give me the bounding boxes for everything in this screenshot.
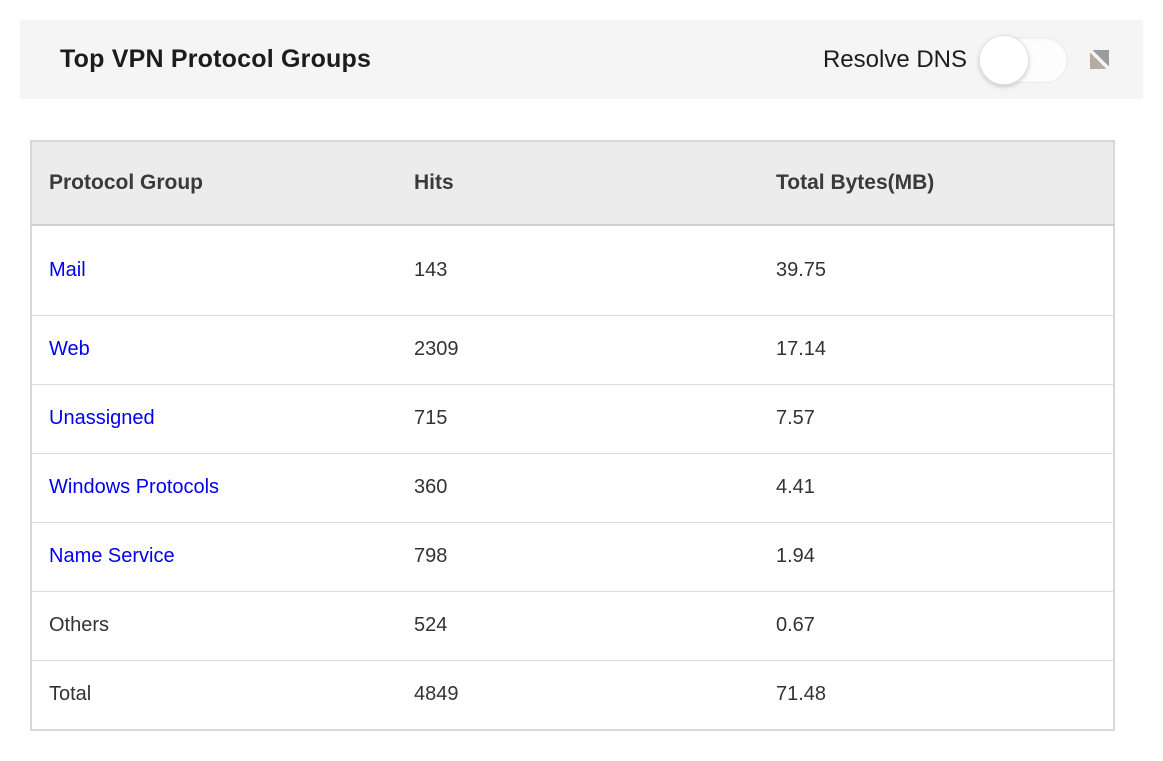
total-label: Total [49, 683, 92, 706]
protocol-group-link[interactable]: Mail [49, 258, 86, 281]
total-bytes-total-value: 71.48 [759, 660, 1114, 730]
hits-value: 360 [397, 453, 759, 523]
title-bar-controls: Resolve DNS [822, 34, 1109, 85]
hits-value: 143 [397, 225, 759, 316]
total-bytes-value: 7.57 [759, 384, 1114, 454]
hits-value: 2309 [397, 315, 759, 385]
protocol-group-link[interactable]: Web [49, 338, 90, 360]
total-bytes-value: 17.14 [759, 315, 1114, 385]
protocol-groups-table: Protocol Group Hits Total Bytes(MB) Mail… [30, 140, 1115, 731]
table-row: Mail 143 39.75 [31, 225, 1114, 316]
protocol-group-label: Others [49, 614, 110, 636]
resolve-dns-label: Resolve DNS [822, 45, 967, 73]
hits-value: 524 [397, 591, 759, 661]
table-row: Name Service 798 1.94 [31, 522, 1114, 592]
table-row: Unassigned 715 7.57 [31, 384, 1114, 454]
table-row: Web 2309 17.14 [31, 315, 1114, 385]
column-header-total-bytes: Total Bytes(MB) [759, 141, 1114, 226]
resolve-dns-toggle[interactable] [979, 34, 1068, 85]
hits-value: 715 [397, 384, 759, 454]
hits-value: 798 [397, 522, 759, 592]
total-bytes-value: 1.94 [759, 522, 1114, 592]
protocol-group-link[interactable]: Name Service [49, 545, 175, 567]
toggle-knob[interactable] [979, 34, 1029, 85]
total-bytes-value: 4.41 [759, 453, 1114, 523]
total-bytes-value: 39.75 [759, 225, 1114, 316]
page-title: Top VPN Protocol Groups [60, 45, 372, 73]
table-row: Windows Protocols 360 4.41 [31, 453, 1114, 523]
total-hits-value: 4849 [397, 660, 759, 730]
column-header-protocol-group: Protocol Group [31, 141, 397, 226]
column-header-hits: Hits [397, 141, 759, 226]
diagonal-split-square-icon [1090, 50, 1109, 69]
total-bytes-value: 0.67 [759, 591, 1114, 661]
expand-icon[interactable] [1090, 50, 1109, 69]
table-row: Others 524 0.67 [31, 591, 1114, 661]
total-row: Total 4849 71.48 [31, 660, 1114, 730]
widget-title-bar: Top VPN Protocol Groups Resolve DNS [20, 20, 1143, 99]
protocol-group-link[interactable]: Windows Protocols [49, 476, 220, 498]
protocol-group-link[interactable]: Unassigned [49, 407, 155, 429]
table-header-row: Protocol Group Hits Total Bytes(MB) [31, 141, 1114, 226]
